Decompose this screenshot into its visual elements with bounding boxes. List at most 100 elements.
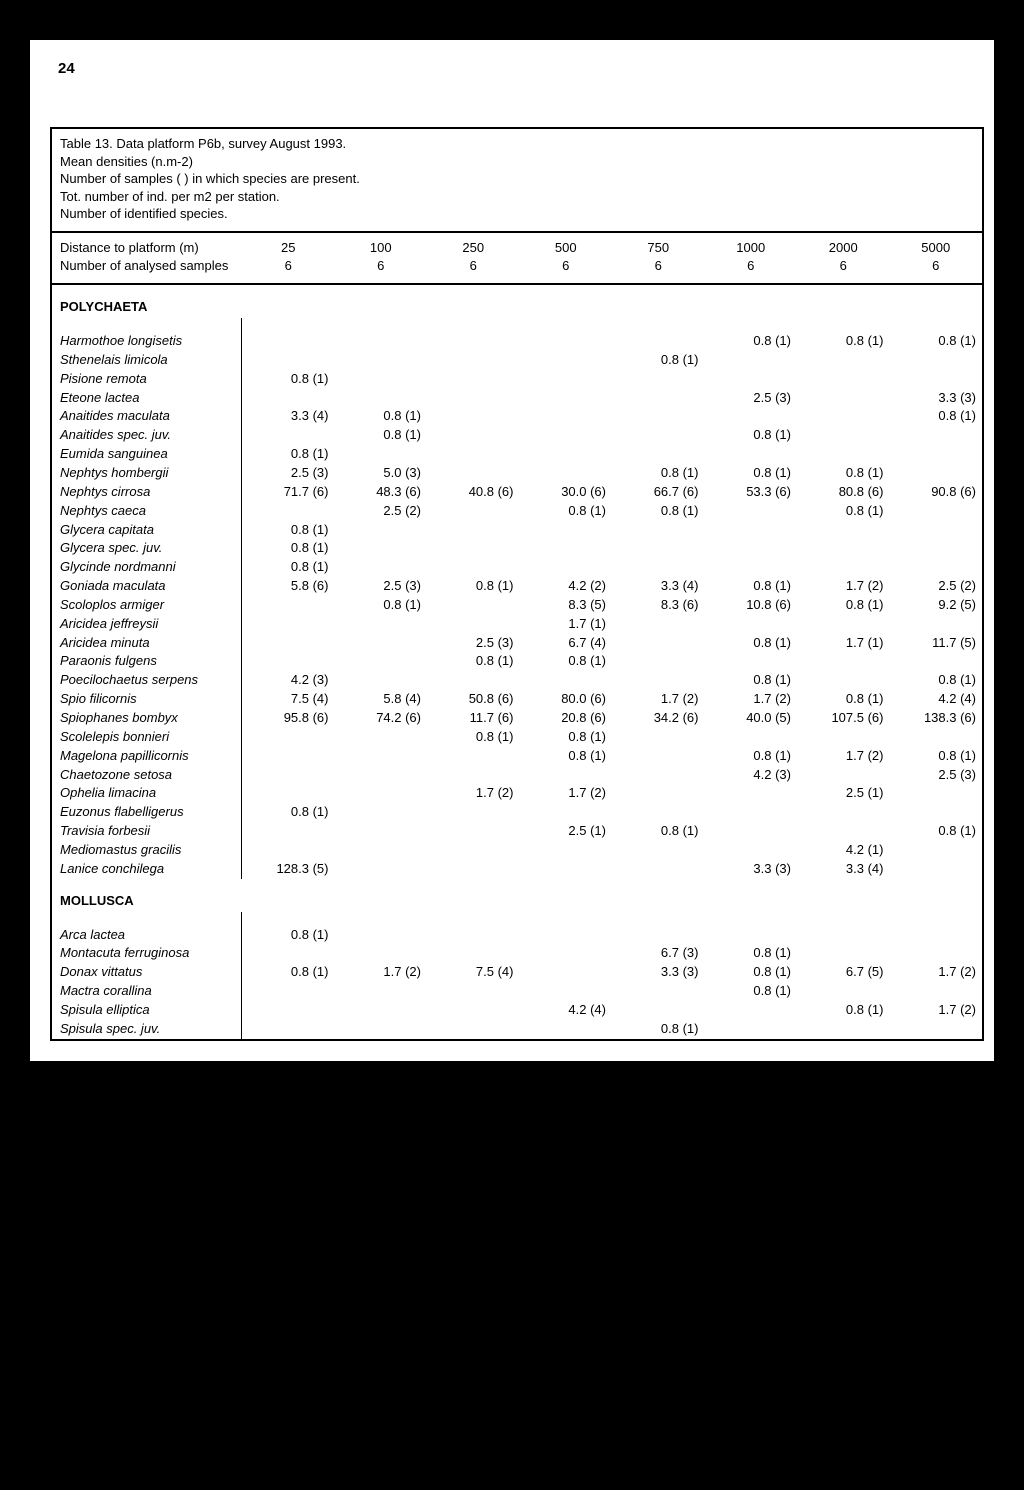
cell-value: [705, 784, 798, 803]
cell-value: [890, 539, 983, 558]
cell-value: 0.8 (1): [797, 596, 890, 615]
cell-value: 2.5 (3): [335, 577, 428, 596]
table-row: Goniada maculata5.8 (6)2.5 (3)0.8 (1)4.2…: [52, 577, 982, 596]
cell-value: [705, 822, 798, 841]
cell-value: [427, 502, 520, 521]
cell-value: [705, 615, 798, 634]
cell-value: [612, 671, 705, 690]
cell-value: [705, 803, 798, 822]
cell-value: 1.7 (1): [520, 615, 613, 634]
table-row: Pisione remota0.8 (1): [52, 370, 982, 389]
cell-value: 8.3 (6): [612, 596, 705, 615]
table-row: Eumida sanguinea0.8 (1): [52, 445, 982, 464]
cell-value: [705, 502, 798, 521]
cell-value: [520, 370, 613, 389]
cell-value: [242, 351, 335, 370]
cell-value: 3.3 (3): [705, 860, 798, 879]
cell-value: [797, 445, 890, 464]
cell-value: [612, 634, 705, 653]
cell-value: [612, 370, 705, 389]
sample-count: 6: [242, 257, 335, 275]
cell-value: [242, 944, 335, 963]
cell-value: 1.7 (2): [890, 963, 983, 982]
cell-value: [335, 521, 428, 540]
cell-value: [890, 784, 983, 803]
cell-value: [427, 389, 520, 408]
table-row: Aricidea minuta2.5 (3)6.7 (4)0.8 (1)1.7 …: [52, 634, 982, 653]
cell-value: [427, 1020, 520, 1039]
cell-value: 90.8 (6): [890, 483, 983, 502]
cell-value: [797, 822, 890, 841]
cell-value: 40.0 (5): [705, 709, 798, 728]
cell-value: [335, 445, 428, 464]
cell-value: 0.8 (1): [797, 502, 890, 521]
cell-value: [890, 426, 983, 445]
cell-value: [797, 521, 890, 540]
page: 24 Table 13. Data platform P6b, survey A…: [30, 40, 994, 1061]
cell-value: [335, 841, 428, 860]
table-row: Nephtys hombergii2.5 (3)5.0 (3)0.8 (1)0.…: [52, 464, 982, 483]
cell-value: 0.8 (1): [242, 963, 335, 982]
table-row: Scolelepis bonnieri0.8 (1)0.8 (1): [52, 728, 982, 747]
cell-value: [612, 445, 705, 464]
species-name: Glycera spec. juv.: [52, 539, 242, 558]
cell-value: [705, 370, 798, 389]
cell-value: 50.8 (6): [427, 690, 520, 709]
cell-value: 3.3 (4): [797, 860, 890, 879]
cell-value: [242, 426, 335, 445]
distance-value: 1000: [705, 239, 798, 257]
species-name: Aricidea jeffreysii: [52, 615, 242, 634]
cell-value: 4.2 (4): [890, 690, 983, 709]
cell-value: [797, 944, 890, 963]
cell-value: 2.5 (2): [335, 502, 428, 521]
table-row: Paraonis fulgens0.8 (1)0.8 (1): [52, 652, 982, 671]
species-name: Pisione remota: [52, 370, 242, 389]
table-row: Montacuta ferruginosa6.7 (3)0.8 (1): [52, 944, 982, 963]
cell-value: [427, 596, 520, 615]
cell-value: 3.3 (4): [612, 577, 705, 596]
cell-value: [335, 747, 428, 766]
cell-value: [612, 766, 705, 785]
species-name: Montacuta ferruginosa: [52, 944, 242, 963]
table-row: Mactra corallina0.8 (1): [52, 982, 982, 1001]
cell-value: 0.8 (1): [705, 963, 798, 982]
table-row: Spisula elliptica4.2 (4)0.8 (1)1.7 (2): [52, 1001, 982, 1020]
cell-value: 1.7 (2): [797, 577, 890, 596]
cell-value: [427, 370, 520, 389]
header-label-samples: Number of analysed samples: [52, 257, 242, 275]
cell-value: [612, 389, 705, 408]
cell-value: 53.3 (6): [705, 483, 798, 502]
cell-value: 0.8 (1): [242, 926, 335, 945]
species-name: Spisula elliptica: [52, 1001, 242, 1020]
cell-value: 5.0 (3): [335, 464, 428, 483]
cell-value: [520, 803, 613, 822]
cell-value: [520, 841, 613, 860]
cell-value: 1.7 (2): [890, 1001, 983, 1020]
species-name: Eteone lactea: [52, 389, 242, 408]
species-name: Spisula spec. juv.: [52, 1020, 242, 1039]
cell-value: [427, 982, 520, 1001]
cell-value: 2.5 (2): [890, 577, 983, 596]
cell-value: [520, 464, 613, 483]
cell-value: 128.3 (5): [242, 860, 335, 879]
sample-count: 6: [520, 257, 613, 275]
cell-value: 2.5 (3): [705, 389, 798, 408]
cell-value: 1.7 (2): [612, 690, 705, 709]
cell-value: [705, 521, 798, 540]
cell-value: [890, 652, 983, 671]
cell-value: [612, 426, 705, 445]
table-row: Ophelia limacina1.7 (2)1.7 (2)2.5 (1): [52, 784, 982, 803]
cell-value: [335, 926, 428, 945]
table-row: Harmothoe longisetis0.8 (1)0.8 (1)0.8 (1…: [52, 332, 982, 351]
cell-value: [335, 615, 428, 634]
cell-value: [427, 332, 520, 351]
cell-value: [520, 389, 613, 408]
cell-value: [612, 652, 705, 671]
section-heading: MOLLUSCA: [52, 879, 982, 912]
cell-value: [242, 822, 335, 841]
cell-value: [705, 407, 798, 426]
cell-value: [797, 1020, 890, 1039]
cell-value: [890, 803, 983, 822]
cell-value: [520, 671, 613, 690]
cell-value: [612, 558, 705, 577]
